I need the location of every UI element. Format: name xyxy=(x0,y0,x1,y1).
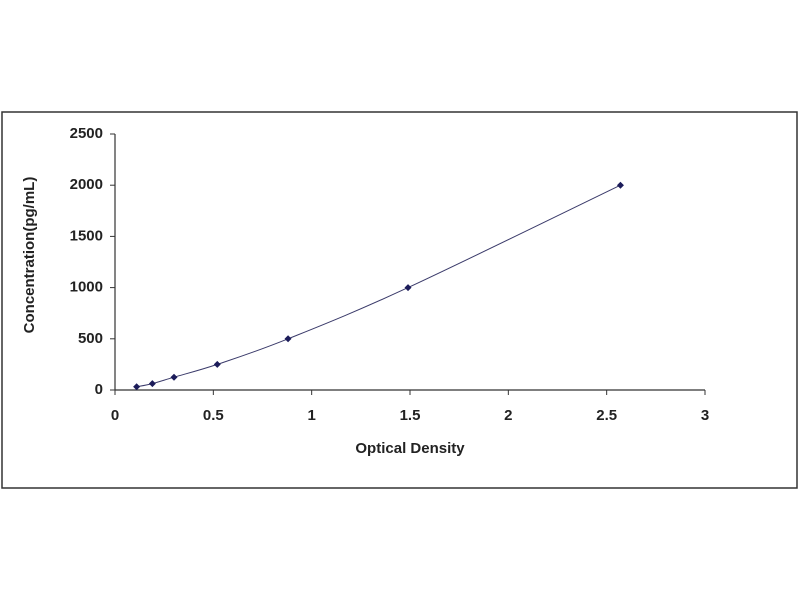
y-axis-label: Concentration(pg/mL) xyxy=(21,177,38,334)
data-point xyxy=(404,284,412,292)
y-tick-label: 2000 xyxy=(70,176,103,193)
x-axis-label: Optical Density xyxy=(355,440,465,457)
data-point xyxy=(148,380,156,388)
data-point xyxy=(170,373,178,381)
data-point xyxy=(133,383,141,391)
x-tick-label: 1 xyxy=(307,407,315,424)
x-tick-label: 1.5 xyxy=(400,407,421,424)
x-tick-label: 2.5 xyxy=(596,407,617,424)
chart-frame xyxy=(1,111,798,489)
y-tick-label: 500 xyxy=(78,330,103,347)
data-point xyxy=(284,335,292,343)
y-tick-label: 1000 xyxy=(70,279,103,296)
data-point xyxy=(213,360,221,368)
x-tick-label: 0 xyxy=(111,407,119,424)
x-tick-label: 3 xyxy=(701,407,709,424)
x-tick-label: 2 xyxy=(504,407,512,424)
data-point xyxy=(616,181,624,189)
y-tick-label: 1500 xyxy=(70,227,103,244)
y-tick-label: 2500 xyxy=(70,125,103,142)
x-tick-label: 0.5 xyxy=(203,407,224,424)
fit-line xyxy=(136,184,621,388)
y-tick-label: 0 xyxy=(95,381,103,398)
